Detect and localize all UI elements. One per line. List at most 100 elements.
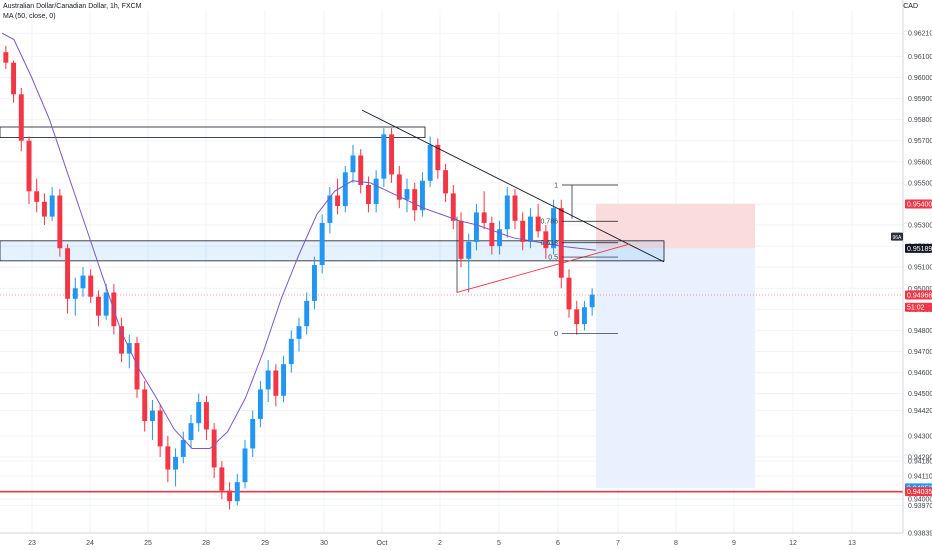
fib-level-label: 1: [554, 182, 558, 189]
position-zones: [596, 203, 755, 488]
candle-body: [227, 490, 233, 502]
candle-body: [450, 193, 456, 221]
candle-body: [396, 174, 402, 200]
ascending-trendline: [456, 243, 631, 293]
price-tick-label: 0.94800: [908, 328, 932, 335]
price-label-badge: [905, 290, 932, 300]
resistance-box: [0, 126, 426, 138]
candle-body: [327, 195, 333, 223]
price-tick-label: 0.94180: [908, 459, 932, 466]
ma-legend: MA (50, close, 0): [3, 13, 56, 20]
candle-body: [157, 410, 163, 447]
candle-body: [18, 94, 24, 141]
drawings: 1 0.786 0.618 0.5 0: [361, 109, 665, 338]
fib-level-label: 0.5: [548, 255, 558, 262]
take-profit-zone: [596, 248, 755, 488]
candle-body: [219, 467, 225, 491]
candle-body: [558, 208, 564, 278]
candle-body: [350, 155, 356, 173]
support-box: [0, 240, 665, 262]
candle-body: [49, 195, 55, 217]
time-tick-label: 29: [261, 540, 269, 547]
candle-body: [3, 52, 9, 63]
time-tick-label: 2: [438, 540, 442, 547]
candle-body: [504, 195, 510, 230]
candle-body: [481, 212, 487, 223]
candle-body: [489, 222, 495, 247]
price-tick-label: 0.95300: [908, 223, 932, 230]
price-tick-label: 0.95700: [908, 138, 932, 145]
candle-body: [65, 248, 71, 299]
candle-body: [180, 440, 186, 457]
candle-body: [265, 370, 271, 390]
candle-body: [443, 170, 449, 194]
price-tick-label: 0.93970: [908, 503, 932, 510]
candle-body: [134, 343, 140, 390]
candle-body: [119, 326, 125, 354]
price-label-text: 51:02: [907, 305, 925, 312]
time-tick-label: 24: [86, 540, 94, 547]
time-tick-label: 30: [320, 540, 328, 547]
price-tick-label: 0.95100: [908, 265, 932, 272]
candle-body: [365, 184, 371, 204]
candle-body: [11, 62, 17, 95]
candle-body: [103, 292, 109, 316]
candle-body: [72, 288, 78, 299]
price-label-badge: [905, 302, 932, 312]
candle-body: [412, 189, 418, 211]
time-tick-label: Oct: [377, 540, 388, 547]
candle-body: [466, 241, 472, 259]
grid: [0, 10, 903, 534]
price-tick-label: 0.94200: [908, 454, 932, 461]
candle-body: [257, 389, 263, 419]
price-axis: 0.96210 0.96100 0.96000 0.95900 0.95800 0.957…: [891, 0, 932, 538]
candle-body: [250, 418, 256, 449]
price-tick-label: 0.95500: [908, 180, 932, 187]
price-tick-label: 0.95900: [908, 96, 932, 103]
fib-level-label: 0: [554, 331, 558, 338]
candle-body: [311, 265, 317, 301]
candle-body: [142, 389, 148, 422]
price-tick-label: 0.93839: [908, 531, 932, 538]
price-tick-label: 0.96000: [908, 75, 932, 82]
candle-body: [188, 423, 194, 441]
candle-body: [281, 364, 287, 396]
candle-body: [566, 277, 572, 310]
candle-body: [57, 195, 63, 249]
time-tick-label: 7: [616, 540, 620, 547]
currency-label: CAD: [903, 3, 918, 10]
candle-body: [34, 191, 40, 202]
price-tick-label: 0.96210: [908, 31, 932, 38]
candle-body: [589, 294, 595, 308]
ma-line: [1, 32, 597, 449]
candle-body: [26, 140, 32, 192]
price-label-text: 0.95189: [907, 246, 932, 253]
time-tick-label: 8: [674, 540, 678, 547]
candle-body: [88, 275, 94, 297]
price-tick-label: 0.94420: [908, 408, 932, 415]
time-tick-label: 9: [732, 540, 736, 547]
time-axis: 23 24 25 28 29 30 Oct 2 5 6 7 8 9 12 13: [0, 532, 903, 547]
candle-body: [458, 220, 464, 259]
candle-body: [173, 456, 179, 470]
candle-body: [234, 482, 240, 502]
candle-body: [389, 134, 395, 175]
candle-body: [211, 429, 217, 468]
candle-body: [551, 208, 557, 249]
chart-header: Australian Dollar/Canadian Dollar, 1h, F…: [3, 2, 142, 22]
price-label-text: 0.94035: [907, 489, 932, 496]
candle-body: [196, 402, 202, 424]
candle-body: [203, 402, 209, 430]
price-tick-label: 0.94600: [908, 370, 932, 377]
candle-body: [581, 307, 587, 325]
candle-body: [535, 216, 541, 232]
candle-body: [288, 338, 294, 365]
candle-body: [427, 144, 433, 181]
candle-body: [381, 134, 387, 179]
price-tick-label: 0.96100: [908, 54, 932, 61]
price-tick-label: 0.95600: [908, 159, 932, 166]
price-label-badge: [905, 199, 932, 209]
time-tick-label: 23: [28, 540, 36, 547]
candle-body: [497, 229, 503, 247]
